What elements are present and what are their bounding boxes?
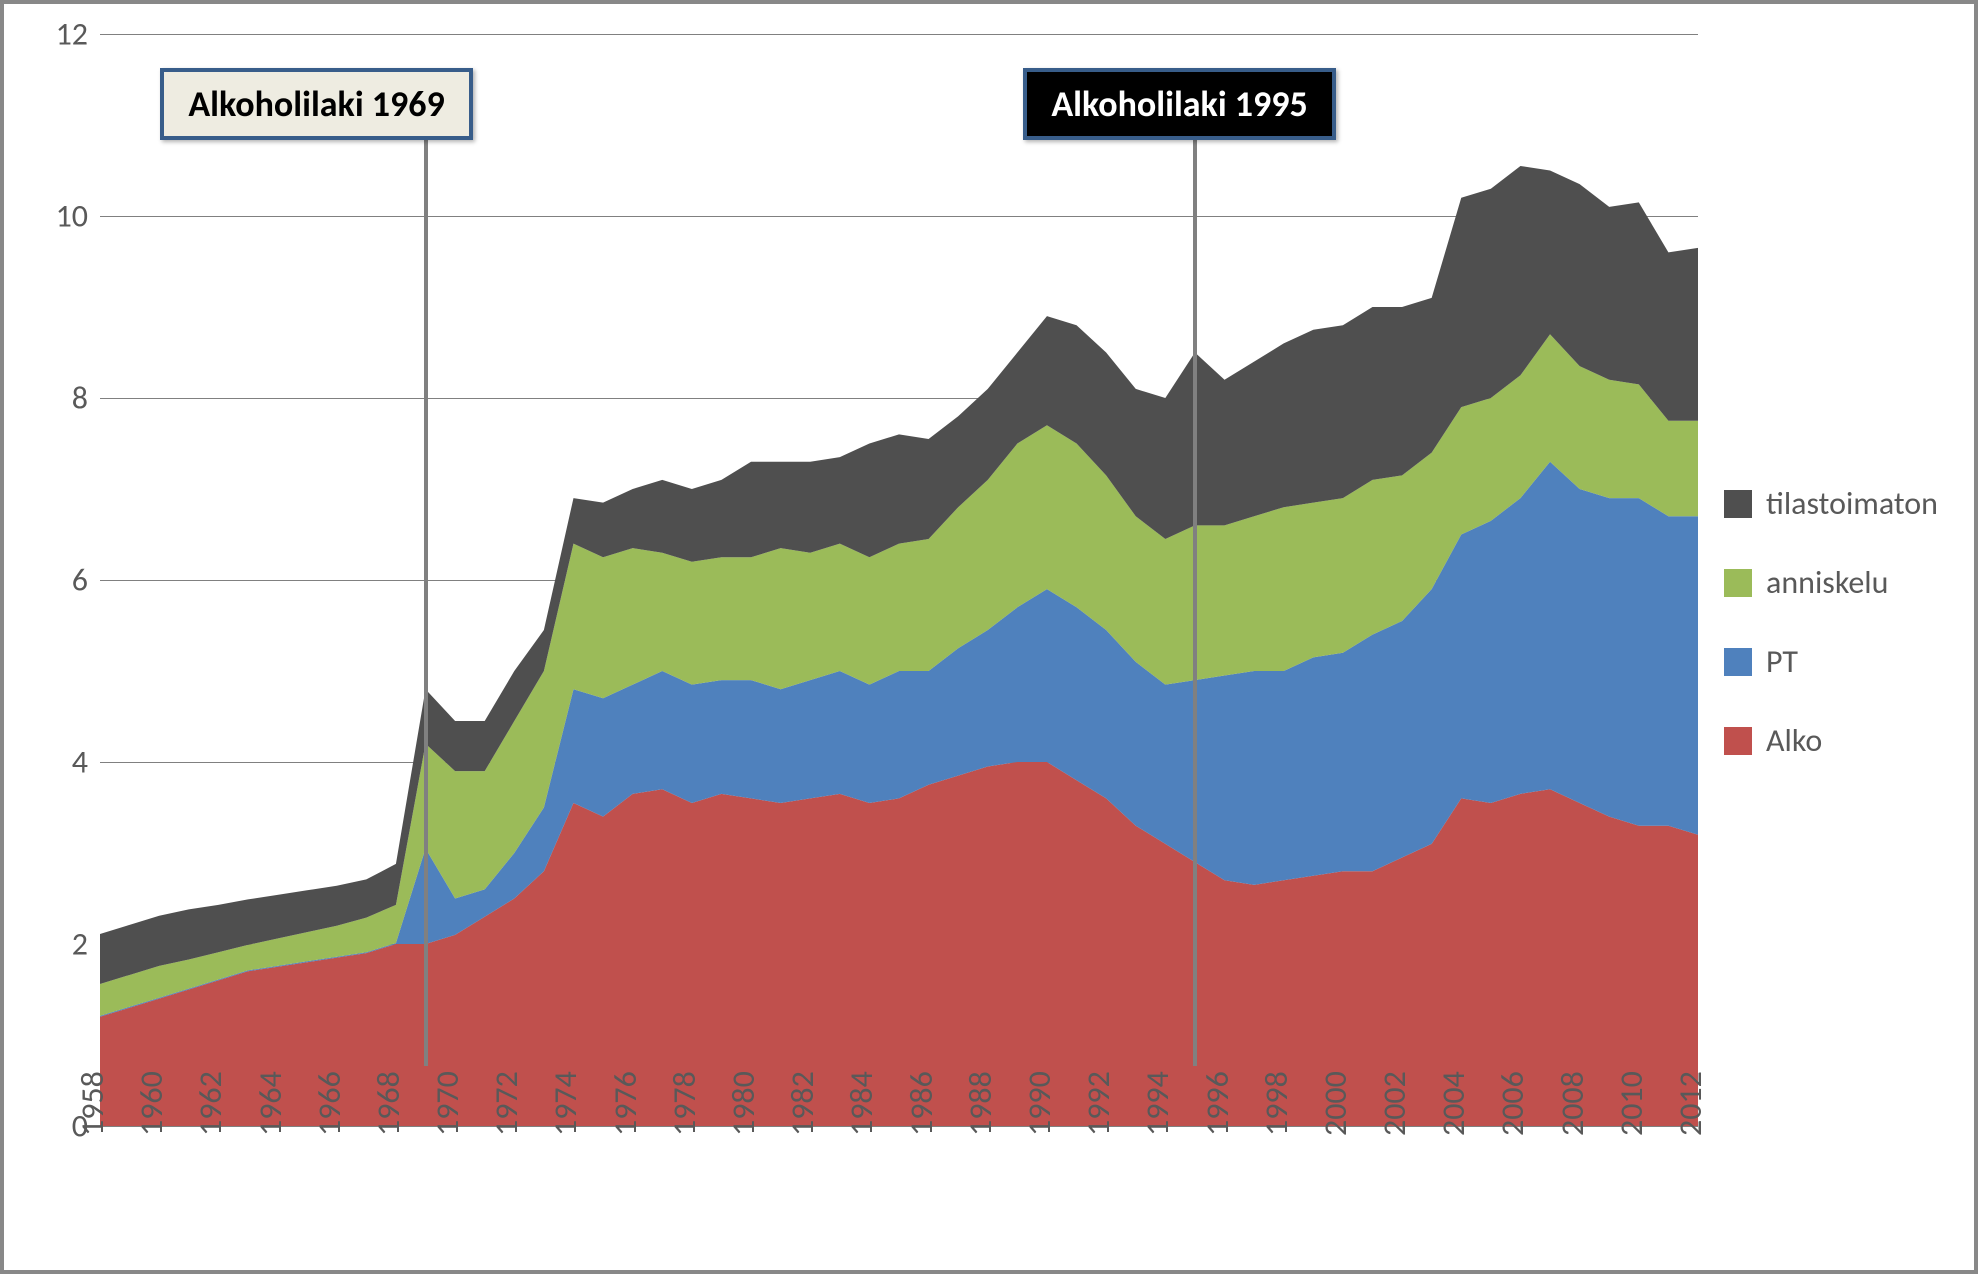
legend-item-anniskelu: anniskelu — [1724, 563, 1938, 602]
x-tick-label: 1972 — [487, 1071, 526, 1136]
x-tick-label: 1968 — [369, 1071, 408, 1136]
x-tick-label: 2004 — [1434, 1071, 1473, 1136]
x-tick-label: 1998 — [1257, 1071, 1296, 1136]
legend-item-alko: Alko — [1724, 721, 1938, 760]
x-tick-label: 1982 — [783, 1071, 822, 1136]
x-tick-label: 1958 — [73, 1071, 112, 1136]
x-tick-label: 1966 — [310, 1071, 349, 1136]
x-tick-label: 1974 — [546, 1071, 585, 1136]
y-tick-label: 8 — [8, 379, 88, 418]
legend-label: Alko — [1766, 721, 1822, 760]
callout-line — [424, 124, 428, 1066]
legend-swatch — [1724, 569, 1752, 597]
area-series — [100, 34, 1698, 1126]
legend: tilastoimaton anniskelu PT Alko — [1724, 484, 1938, 800]
x-tick-label: 1984 — [842, 1071, 881, 1136]
legend-swatch — [1724, 490, 1752, 518]
x-tick-label: 1960 — [132, 1071, 171, 1136]
x-tick-label: 1994 — [1138, 1071, 1177, 1136]
x-tick-label: 1996 — [1198, 1071, 1237, 1136]
legend-label: tilastoimaton — [1766, 484, 1938, 523]
x-tick-label: 1970 — [428, 1071, 467, 1136]
legend-label: PT — [1766, 642, 1798, 681]
x-tick-label: 1976 — [606, 1071, 645, 1136]
x-tick-label: 2008 — [1553, 1071, 1592, 1136]
x-tick-label: 2006 — [1493, 1071, 1532, 1136]
x-tick-label: 2002 — [1375, 1071, 1414, 1136]
legend-item-tilastoimaton: tilastoimaton — [1724, 484, 1938, 523]
x-tick-label: 1962 — [191, 1071, 230, 1136]
x-tick-label: 2000 — [1316, 1071, 1355, 1136]
legend-swatch — [1724, 648, 1752, 676]
x-tick-label: 2010 — [1612, 1071, 1651, 1136]
plot-area — [100, 34, 1698, 1126]
callout-box: Alkoholilaki 1995 — [1023, 68, 1335, 140]
x-tick-label: 1964 — [251, 1071, 290, 1136]
callout-box: Alkoholilaki 1969 — [160, 68, 472, 140]
y-tick-label: 12 — [8, 15, 88, 54]
x-tick-label: 1978 — [665, 1071, 704, 1136]
y-tick-label: 6 — [8, 561, 88, 600]
x-tick-label: 1992 — [1079, 1071, 1118, 1136]
x-tick-label: 1988 — [961, 1071, 1000, 1136]
y-tick-label: 10 — [8, 197, 88, 236]
x-tick-label: 1990 — [1020, 1071, 1059, 1136]
x-tick-label: 2012 — [1671, 1071, 1710, 1136]
x-tick-label: 1980 — [724, 1071, 763, 1136]
legend-item-pt: PT — [1724, 642, 1938, 681]
y-tick-label: 4 — [8, 743, 88, 782]
y-tick-label: 2 — [8, 925, 88, 964]
stacked-area-chart: 024681012 195819601962196419661968197019… — [0, 0, 1978, 1274]
legend-label: anniskelu — [1766, 563, 1888, 602]
x-tick-label: 1986 — [902, 1071, 941, 1136]
callout-line — [1193, 124, 1197, 1066]
legend-swatch — [1724, 727, 1752, 755]
